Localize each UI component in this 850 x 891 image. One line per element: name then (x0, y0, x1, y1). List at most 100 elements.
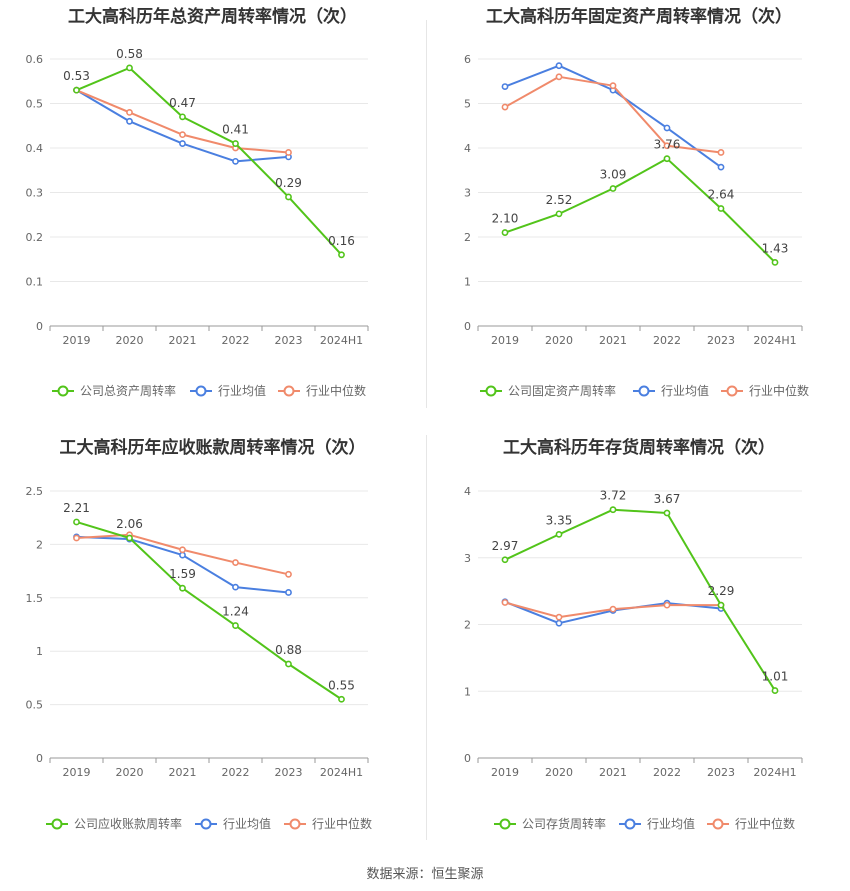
series-line (504, 157, 776, 264)
x-tick-label: 2024H1 (753, 766, 796, 779)
y-tick-label: 1.5 (26, 592, 44, 605)
legend-item: 行业均值 (190, 383, 266, 398)
data-label: 0.16 (328, 234, 355, 248)
data-label: 3.67 (654, 492, 681, 506)
data-point (338, 251, 345, 259)
data-point (555, 613, 563, 621)
y-tick-label: 0.4 (26, 142, 44, 155)
data-label: 0.88 (275, 643, 302, 657)
x-tick-label: 2021 (169, 334, 197, 347)
legend-marker (289, 818, 301, 830)
y-tick-label: 1 (464, 276, 471, 289)
y-tick-label: 0.6 (26, 53, 44, 66)
chart-panel-total-assets-turnover: 工大高科历年总资产周转率情况（次） 0 0.1 0.2 0.3 0.4 0.5 0.6 201… (0, 0, 425, 420)
chart-title: 工大高科历年总资产周转率情况（次） (68, 7, 357, 27)
data-point (179, 584, 186, 592)
y-tick-label: 2.5 (26, 485, 44, 498)
data-point (609, 605, 617, 613)
data-point (663, 601, 671, 609)
chart-svg: 0 0.5 1 1.5 2 2.5 2019 2020 2021 2022 2023 2024H1 2.… (26, 485, 373, 831)
data-point (232, 583, 239, 591)
y-tick-label: 4 (464, 142, 471, 155)
x-tick-label: 2022 (653, 334, 681, 347)
chart-title: 工大高科历年固定资产周转率情况（次） (486, 7, 792, 27)
data-point (501, 599, 509, 606)
data-label: 0.41 (222, 123, 249, 137)
y-tick-label: 0.5 (26, 699, 44, 712)
legend-item: 行业中位数 (284, 816, 372, 831)
legend-label: 行业均值 (647, 816, 695, 831)
data-point (73, 518, 80, 526)
x-tick-label: 2024H1 (320, 766, 363, 779)
x-tick-label: 2023 (275, 766, 303, 779)
data-point (501, 83, 509, 90)
y-tick-label: 2 (464, 619, 471, 632)
data-point (717, 205, 725, 212)
data-point (663, 124, 671, 132)
legend-marker (712, 818, 724, 830)
data-label: 1.59 (169, 567, 196, 581)
legend-item: 公司存货周转率 (494, 816, 606, 831)
data-point (285, 660, 292, 668)
x-tick-label: 2020 (116, 766, 144, 779)
data-label: 2.21 (63, 501, 90, 515)
data-label: 3.72 (600, 489, 627, 503)
data-point (73, 86, 80, 94)
legend-label: 公司固定资产周转率 (508, 383, 616, 398)
chart-panel-inventory-turnover: 工大高科历年存货周转率情况（次） 0 1 2 3 4 2019 2020 2021 2022 20… (428, 431, 850, 856)
chart-title: 工大高科历年存货周转率情况（次） (503, 438, 775, 458)
data-label: 0.55 (328, 678, 355, 692)
legend-marker (624, 818, 636, 830)
chart-panel-receivables-turnover: 工大高科历年应收账款周转率情况（次） 0 0.5 1 1.5 2 2.5 2019 2020 2… (0, 431, 425, 856)
legend-marker (200, 818, 212, 830)
vertical-divider-top (426, 20, 427, 408)
legend-label: 行业均值 (223, 816, 271, 831)
x-tick-label: 2023 (275, 334, 303, 347)
data-label: 3.76 (654, 138, 681, 152)
vertical-divider-bottom (426, 435, 427, 840)
data-point (285, 589, 292, 596)
legend-label: 公司存货周转率 (522, 816, 606, 831)
data-point (717, 163, 725, 171)
data-point (555, 73, 563, 81)
data-point (126, 117, 133, 125)
legend-item: 行业中位数 (278, 383, 366, 398)
y-tick-label: 3 (464, 187, 471, 200)
data-label: 3.35 (546, 513, 573, 527)
legend-label: 行业中位数 (312, 816, 372, 831)
x-tick-label: 2019 (63, 766, 91, 779)
y-tick-label: 2 (36, 538, 43, 551)
data-point (771, 258, 779, 266)
data-label: 1.01 (762, 670, 789, 684)
y-tick-label: 4 (464, 485, 471, 498)
chart-svg: 0 1 2 3 4 5 6 2019 2020 2021 2022 2023 2024H1 2.10 2.5… (464, 53, 809, 398)
data-label: 2.52 (546, 193, 573, 207)
y-tick-label: 0.2 (26, 231, 44, 244)
legend-marker (51, 818, 63, 830)
data-label: 1.43 (762, 241, 789, 255)
x-tick-label: 2022 (653, 766, 681, 779)
legend-label: 行业中位数 (749, 383, 809, 398)
legend-marker (57, 385, 69, 397)
legend-label: 行业均值 (661, 383, 709, 398)
legend-marker (726, 385, 738, 397)
y-tick-label: 0 (36, 320, 43, 333)
legend-marker (638, 385, 650, 397)
legend-item: 行业中位数 (721, 383, 809, 398)
x-tick-label: 2024H1 (753, 334, 796, 347)
data-point (232, 157, 239, 165)
y-tick-label: 1 (464, 685, 471, 698)
data-label: 0.58 (116, 47, 143, 61)
x-tick-label: 2021 (169, 766, 197, 779)
data-point (555, 619, 563, 627)
x-tick-label: 2023 (707, 766, 735, 779)
data-point (285, 149, 292, 156)
legend-label: 行业均值 (218, 383, 266, 398)
data-label: 0.47 (169, 96, 196, 110)
y-tick-label: 3 (464, 552, 471, 565)
legend-marker (283, 385, 295, 397)
y-tick-label: 6 (464, 53, 471, 66)
data-point (179, 551, 186, 559)
series-line (76, 66, 343, 256)
series-line (76, 535, 289, 594)
